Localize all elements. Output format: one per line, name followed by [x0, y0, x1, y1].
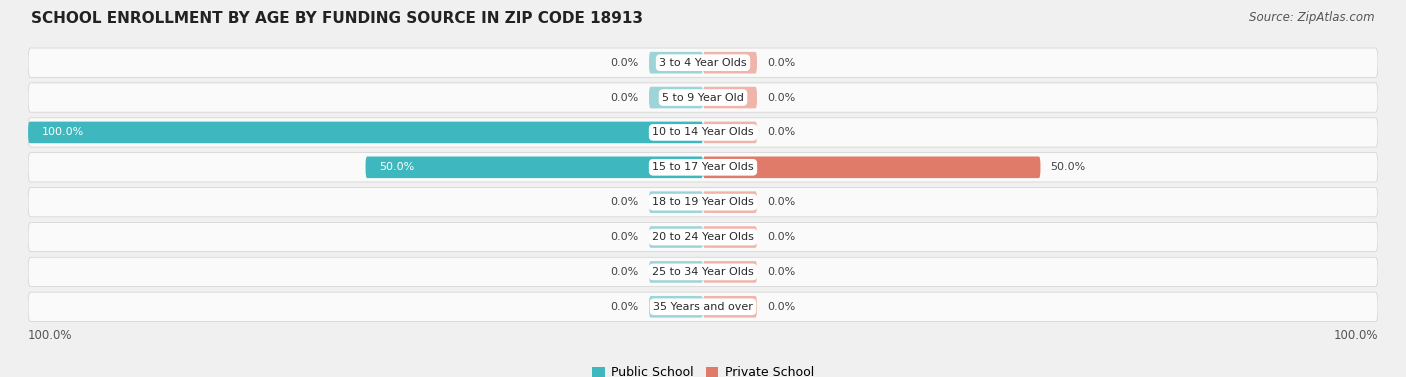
- Text: Source: ZipAtlas.com: Source: ZipAtlas.com: [1250, 11, 1375, 24]
- FancyBboxPatch shape: [703, 122, 756, 143]
- FancyBboxPatch shape: [703, 192, 756, 213]
- Text: 0.0%: 0.0%: [610, 267, 638, 277]
- FancyBboxPatch shape: [703, 261, 756, 283]
- FancyBboxPatch shape: [28, 153, 1378, 182]
- Text: 100.0%: 100.0%: [1333, 329, 1378, 342]
- FancyBboxPatch shape: [650, 261, 703, 283]
- Text: 0.0%: 0.0%: [610, 58, 638, 68]
- Text: 100.0%: 100.0%: [28, 329, 73, 342]
- Text: 0.0%: 0.0%: [768, 302, 796, 312]
- Text: 3 to 4 Year Olds: 3 to 4 Year Olds: [659, 58, 747, 68]
- Text: 0.0%: 0.0%: [768, 127, 796, 138]
- Text: 100.0%: 100.0%: [42, 127, 84, 138]
- FancyBboxPatch shape: [28, 83, 1378, 112]
- FancyBboxPatch shape: [650, 87, 703, 108]
- Text: 10 to 14 Year Olds: 10 to 14 Year Olds: [652, 127, 754, 138]
- FancyBboxPatch shape: [703, 156, 1040, 178]
- FancyBboxPatch shape: [703, 296, 756, 317]
- Legend: Public School, Private School: Public School, Private School: [592, 366, 814, 377]
- FancyBboxPatch shape: [28, 118, 1378, 147]
- FancyBboxPatch shape: [28, 187, 1378, 217]
- FancyBboxPatch shape: [28, 257, 1378, 287]
- Text: 25 to 34 Year Olds: 25 to 34 Year Olds: [652, 267, 754, 277]
- Text: 50.0%: 50.0%: [1050, 162, 1085, 172]
- FancyBboxPatch shape: [366, 156, 703, 178]
- FancyBboxPatch shape: [650, 226, 703, 248]
- Text: 35 Years and over: 35 Years and over: [652, 302, 754, 312]
- FancyBboxPatch shape: [650, 192, 703, 213]
- Text: 0.0%: 0.0%: [768, 58, 796, 68]
- Text: 20 to 24 Year Olds: 20 to 24 Year Olds: [652, 232, 754, 242]
- FancyBboxPatch shape: [703, 87, 756, 108]
- FancyBboxPatch shape: [28, 48, 1378, 77]
- Text: 50.0%: 50.0%: [380, 162, 415, 172]
- FancyBboxPatch shape: [703, 52, 756, 74]
- FancyBboxPatch shape: [650, 52, 703, 74]
- FancyBboxPatch shape: [28, 122, 703, 143]
- Text: 18 to 19 Year Olds: 18 to 19 Year Olds: [652, 197, 754, 207]
- FancyBboxPatch shape: [28, 222, 1378, 252]
- Text: 5 to 9 Year Old: 5 to 9 Year Old: [662, 92, 744, 103]
- FancyBboxPatch shape: [650, 296, 703, 317]
- Text: SCHOOL ENROLLMENT BY AGE BY FUNDING SOURCE IN ZIP CODE 18913: SCHOOL ENROLLMENT BY AGE BY FUNDING SOUR…: [31, 11, 643, 26]
- Text: 15 to 17 Year Olds: 15 to 17 Year Olds: [652, 162, 754, 172]
- FancyBboxPatch shape: [703, 226, 756, 248]
- Text: 0.0%: 0.0%: [768, 197, 796, 207]
- Text: 0.0%: 0.0%: [610, 92, 638, 103]
- Text: 0.0%: 0.0%: [768, 92, 796, 103]
- Text: 0.0%: 0.0%: [768, 232, 796, 242]
- Text: 0.0%: 0.0%: [610, 232, 638, 242]
- Text: 0.0%: 0.0%: [610, 197, 638, 207]
- Text: 0.0%: 0.0%: [610, 302, 638, 312]
- Text: 0.0%: 0.0%: [768, 267, 796, 277]
- FancyBboxPatch shape: [28, 292, 1378, 322]
